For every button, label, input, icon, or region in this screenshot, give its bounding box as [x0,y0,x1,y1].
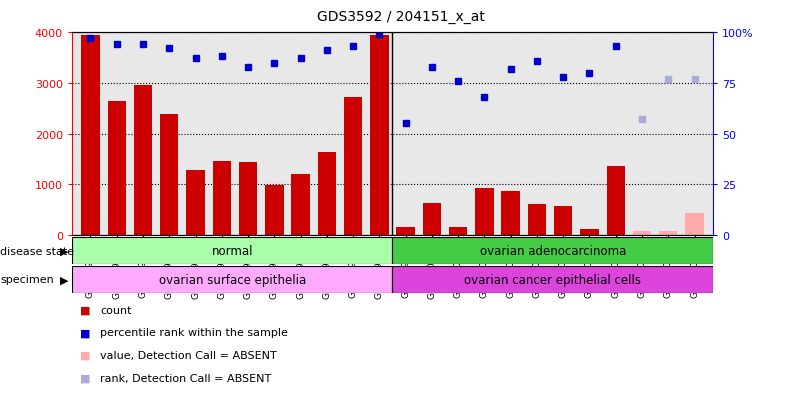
Text: ▶: ▶ [59,275,68,285]
Text: ovarian surface epithelia: ovarian surface epithelia [159,273,306,286]
Text: normal: normal [211,244,253,257]
Bar [580,229,598,235]
Text: disease state: disease state [0,246,74,256]
Text: GDS3592 / 204151_x_at: GDS3592 / 204151_x_at [316,10,485,24]
Text: ■: ■ [80,328,91,337]
Text: ovarian adenocarcinoma: ovarian adenocarcinoma [480,244,626,257]
Bar [344,98,362,235]
Bar [633,231,651,235]
Text: ■: ■ [80,350,91,360]
Bar [265,186,284,235]
Bar [160,115,179,235]
Bar [475,189,493,235]
Bar [107,101,126,235]
Bar [528,204,546,235]
Text: specimen: specimen [0,275,54,285]
Text: ovarian cancer epithelial cells: ovarian cancer epithelial cells [465,273,641,286]
Bar [212,161,231,235]
Bar [392,237,713,264]
Text: rank, Detection Call = ABSENT: rank, Detection Call = ABSENT [100,373,272,383]
Bar [392,266,713,293]
Text: percentile rank within the sample: percentile rank within the sample [100,328,288,337]
Bar [134,86,152,235]
Text: count: count [100,305,131,315]
Bar [187,171,205,235]
Bar [292,175,310,235]
Bar [239,163,257,235]
Text: value, Detection Call = ABSENT: value, Detection Call = ABSENT [100,350,277,360]
Text: ▶: ▶ [59,246,68,256]
Bar [423,203,441,235]
Bar [449,228,467,235]
Text: ■: ■ [80,373,91,383]
Bar [72,266,392,293]
Bar [659,231,678,235]
Bar [81,36,99,235]
Bar [370,36,388,235]
Bar [554,206,573,235]
Text: ■: ■ [80,305,91,315]
Bar [606,166,625,235]
Bar [318,152,336,235]
Bar [501,191,520,235]
Bar [72,237,392,264]
Bar [396,227,415,235]
Bar [686,214,704,235]
